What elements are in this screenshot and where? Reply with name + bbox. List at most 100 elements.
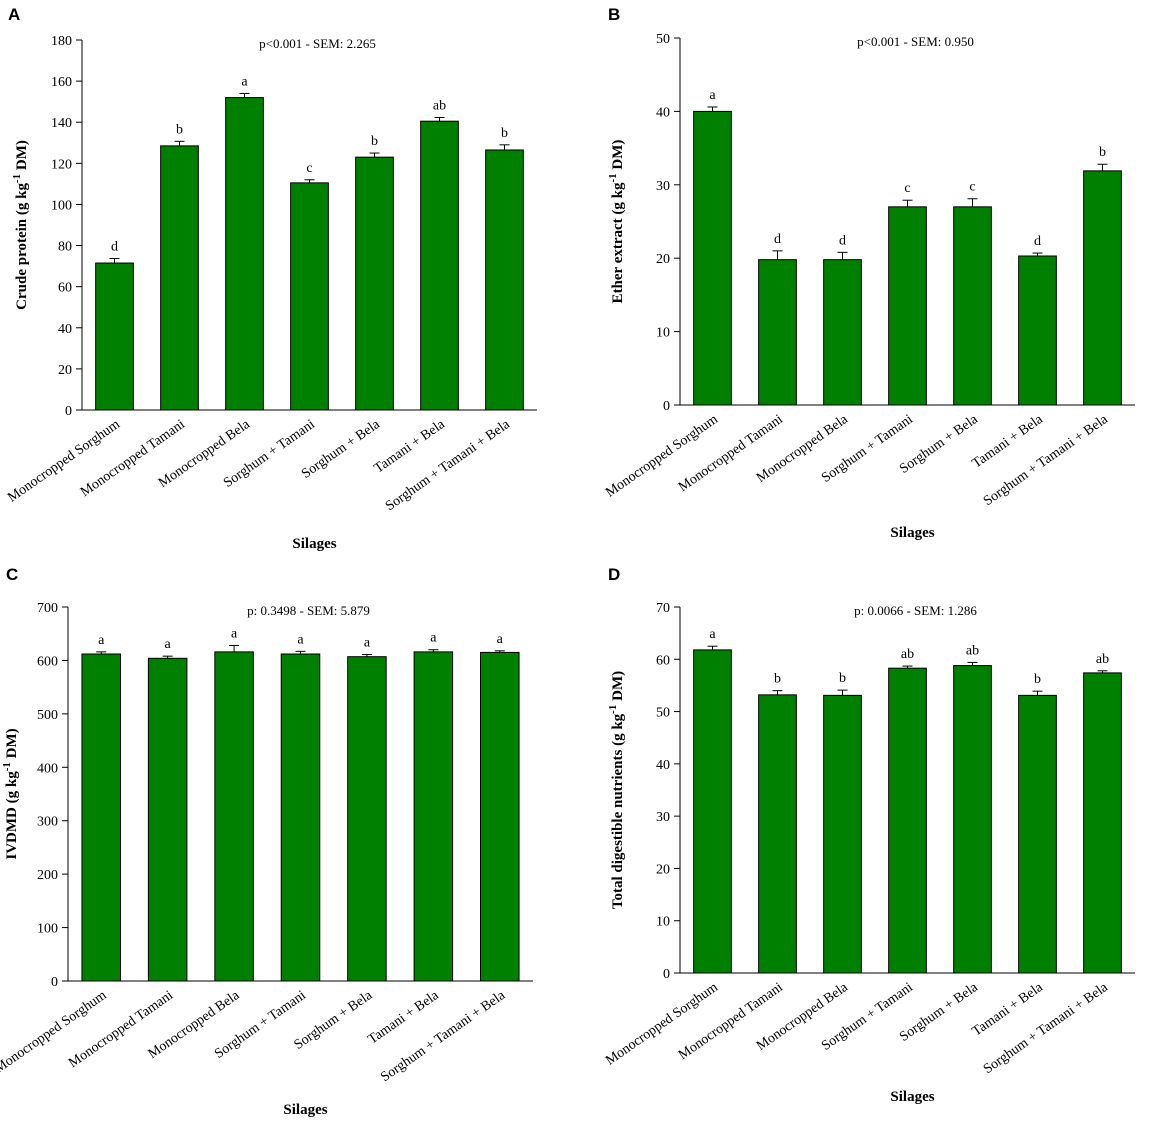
y-tick-label-d: 50 — [656, 706, 670, 721]
panel-c: C 0 100 200 300 400 500 600 700 p: 0.3498 - SEM: … — [0, 565, 533, 1118]
y-tick-label-c: 200 — [37, 868, 58, 883]
bar-a-sorghum-tamani-bela — [485, 149, 524, 411]
bar-b-sorghum-tamani — [888, 206, 927, 406]
bar-d-tamani-bela — [1018, 694, 1057, 974]
sig-letter-a: b — [176, 122, 183, 137]
y-tick-label-c: 700 — [37, 601, 58, 616]
bar-a-sorghum-tamani — [290, 182, 329, 411]
sig-letter-c: a — [231, 626, 238, 641]
sig-letter-d: b — [774, 672, 781, 687]
x-tick-label-a: Sorghum + Tamani + Bela — [383, 417, 514, 515]
bar-b-tamani-bela — [1018, 255, 1057, 406]
bar-c-monocropped-bela — [214, 651, 254, 982]
y-tick-label-d: 40 — [656, 758, 670, 773]
y-tick-label-b: 50 — [656, 32, 670, 47]
x-tick-label-a: Monocropped Tamani — [78, 417, 188, 500]
x-tick-label-d: Monocropped Sorghum — [603, 980, 721, 1069]
y-tick-label-a: 140 — [51, 116, 72, 131]
bar-b-monocropped-tamani — [758, 259, 797, 406]
sig-letter-b: a — [709, 88, 716, 103]
y-tick-label-b: 20 — [656, 252, 670, 267]
bar-a-monocropped-sorghum — [95, 262, 134, 411]
y-tick-label-d: 60 — [656, 653, 670, 668]
sig-letter-a: d — [111, 240, 118, 255]
y-tick-label-a: 180 — [51, 34, 72, 49]
bar-d-monocropped-tamani — [758, 694, 797, 974]
sig-letter-a: b — [501, 126, 508, 141]
panel-d: D 0 10 20 30 40 50 60 70 p: 0.0066 - SEM: 1.286 a M… — [603, 565, 1135, 1105]
bar-d-sorghum-bela — [953, 665, 992, 974]
bar-d-sorghum-tamani-bela — [1083, 672, 1122, 974]
bar-a-sorghum-bela — [355, 156, 394, 411]
sig-letter-d: a — [709, 627, 716, 642]
sig-letter-b: d — [774, 232, 781, 247]
x-tick-label-b: Monocropped Tamani — [676, 412, 786, 495]
bar-c-monocropped-tamani — [147, 657, 188, 982]
bar-d-monocropped-bela — [823, 694, 862, 974]
bar-b-sorghum-tamani-bela — [1083, 170, 1122, 406]
y-tick-label-b: 0 — [663, 399, 670, 414]
x-tick-label-a: Monocropped Sorghum — [5, 417, 123, 506]
stat-text-a: p<0.001 - SEM: 2.265 — [259, 36, 376, 51]
y-tick-label-c: 400 — [37, 761, 58, 776]
sig-letter-d: b — [839, 671, 846, 686]
y-tick-label-a: 80 — [58, 240, 72, 255]
sig-letter-c: a — [98, 633, 105, 648]
sig-letter-c: a — [297, 632, 304, 647]
y-tick-label-d: 10 — [656, 915, 670, 930]
x-axis-title-d: Silages — [890, 1089, 934, 1105]
panel-letter-b: B — [608, 5, 620, 24]
y-axis-title-b: Ether extract (g kg-1 DM) — [607, 140, 626, 304]
y-tick-label-a: 40 — [58, 322, 72, 337]
sig-letter-c: a — [165, 637, 172, 652]
x-axis-title-a: Silages — [292, 536, 336, 552]
stat-text-c: p: 0.3498 - SEM: 5.879 — [247, 603, 370, 618]
y-axis-title-a: Crude protein (g kg-1 DM) — [11, 140, 30, 310]
bar-d-monocropped-sorghum — [693, 649, 732, 974]
y-tick-label-c: 300 — [37, 815, 58, 830]
sig-letter-d: ab — [901, 647, 914, 662]
bar-b-monocropped-bela — [823, 259, 862, 406]
sig-letter-c: a — [364, 636, 371, 651]
x-tick-label-d: Sorghum + Tamani + Bela — [981, 980, 1112, 1078]
y-tick-label-b: 30 — [656, 179, 670, 194]
y-tick-label-a: 0 — [65, 404, 72, 419]
bar-c-monocropped-sorghum — [81, 653, 121, 982]
y-tick-label-d: 0 — [663, 967, 670, 982]
y-tick-label-d: 70 — [656, 601, 670, 616]
y-tick-label-c: 100 — [37, 922, 58, 937]
stat-text-d: p: 0.0066 - SEM: 1.286 — [854, 603, 977, 618]
y-tick-label-c: 500 — [37, 708, 58, 723]
sig-letter-d: ab — [966, 643, 979, 658]
panel-letter-d: D — [608, 565, 620, 584]
sig-letter-b: b — [1099, 145, 1106, 160]
bar-c-sorghum-bela — [347, 656, 387, 982]
sig-letter-d: b — [1034, 672, 1041, 687]
panel-a: A 0 20 40 60 80 100 120 140 160 180 p<0.001 - SEM: … — [5, 5, 537, 552]
panel-letter-c: C — [6, 565, 18, 584]
x-axis-title-b: Silages — [890, 525, 934, 541]
sig-letter-a: b — [371, 134, 378, 149]
y-tick-label-b: 10 — [656, 326, 670, 341]
sig-letter-b: c — [969, 180, 975, 195]
bar-c-tamani-bela — [413, 651, 454, 982]
y-tick-label-c: 600 — [37, 654, 58, 669]
y-tick-label-a: 160 — [51, 75, 72, 90]
x-tick-label-d: Monocropped Tamani — [676, 980, 786, 1063]
x-tick-label-b: Monocropped Sorghum — [603, 412, 721, 501]
y-tick-label-a: 60 — [58, 281, 72, 296]
y-tick-label-b: 40 — [656, 105, 670, 120]
sig-letter-d: ab — [1096, 652, 1109, 667]
bar-a-monocropped-bela — [225, 97, 264, 411]
sig-letter-a: a — [241, 74, 248, 89]
y-tick-label-a: 120 — [51, 157, 72, 172]
sig-letter-b: c — [904, 181, 910, 196]
y-axis-title-d: Total digestible nutrients (g kg-1 DM) — [607, 671, 626, 909]
x-tick-label-b: Sorghum + Tamani + Bela — [981, 412, 1112, 510]
panel-b: B 0 10 20 30 40 50 p<0.001 - SEM: 0.950 a Monocro… — [603, 5, 1135, 541]
bar-c-sorghum-tamani-bela — [480, 651, 520, 982]
bar-b-sorghum-bela — [953, 206, 992, 406]
sig-letter-a: c — [306, 161, 312, 176]
panel-letter-a: A — [8, 5, 20, 24]
